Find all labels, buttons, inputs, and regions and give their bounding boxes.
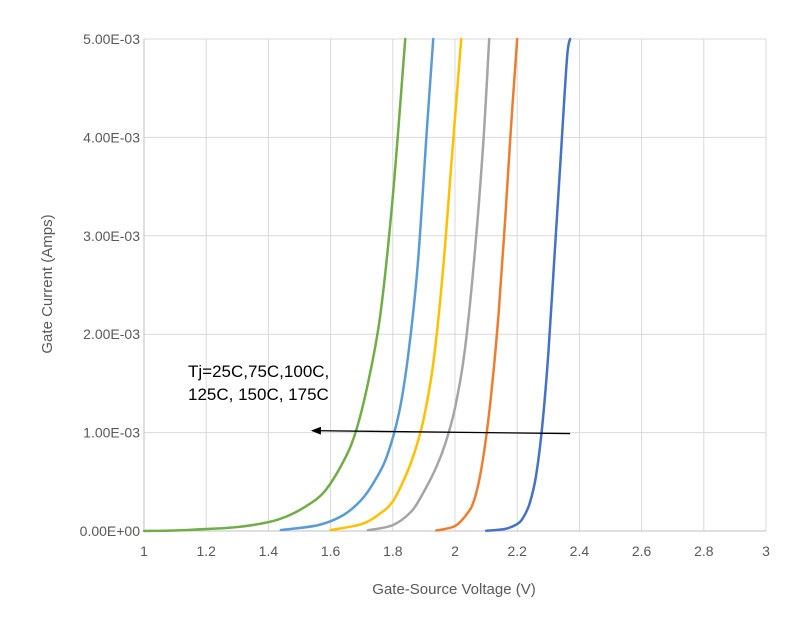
x-axis-title: Gate-Source Voltage (V)	[372, 581, 535, 598]
x-tick-labels: 1 1.2 1.4 1.6 1.8 2 2.2 2.4 2.6 2.8 3	[140, 543, 770, 559]
x-tick-label: 1.6	[321, 543, 341, 559]
y-tick-label: 1.00E-03	[83, 425, 140, 441]
series-line-6	[142, 37, 407, 533]
y-tick-label: 4.00E-03	[83, 129, 140, 145]
series-line-3	[366, 37, 491, 532]
x-tick-label: 1.8	[383, 543, 403, 559]
y-tick-label: 0.00E+00	[80, 523, 141, 539]
x-tick-label: 2	[451, 543, 459, 559]
x-tick-label: 2.4	[570, 543, 590, 559]
x-tick-label: 2.8	[694, 543, 714, 559]
series-group	[142, 37, 572, 533]
y-tick-label: 3.00E-03	[83, 228, 140, 244]
x-tick-label: 2.2	[507, 543, 527, 559]
axes	[143, 39, 766, 532]
x-tick-label: 2.6	[632, 543, 652, 559]
series-line-2	[435, 37, 519, 532]
gridlines	[144, 38, 767, 531]
x-tick-label: 1.2	[196, 543, 216, 559]
annotation-text-line: Tj=25C,75C,100C,	[188, 362, 329, 381]
series-line-1	[484, 37, 572, 533]
y-tick-label: 5.00E-03	[83, 31, 140, 47]
annotation-text-line: 125C, 150C, 175C	[188, 385, 329, 404]
x-tick-label: 1.4	[259, 543, 279, 559]
x-tick-label: 1	[140, 543, 148, 559]
series-line-5	[279, 37, 435, 532]
annotation: Tj=25C,75C,100C, 125C, 150C, 175C	[188, 362, 571, 435]
x-tick-label: 3	[762, 543, 770, 559]
y-tick-label: 2.00E-03	[83, 326, 140, 342]
series-line-4	[329, 37, 463, 532]
annotation-arrow	[310, 426, 571, 435]
y-axis-title: Gate Current (Amps)	[39, 214, 56, 353]
y-tick-labels: 0.00E+00 1.00E-03 2.00E-03 3.00E-03 4.00E-03…	[80, 31, 141, 539]
